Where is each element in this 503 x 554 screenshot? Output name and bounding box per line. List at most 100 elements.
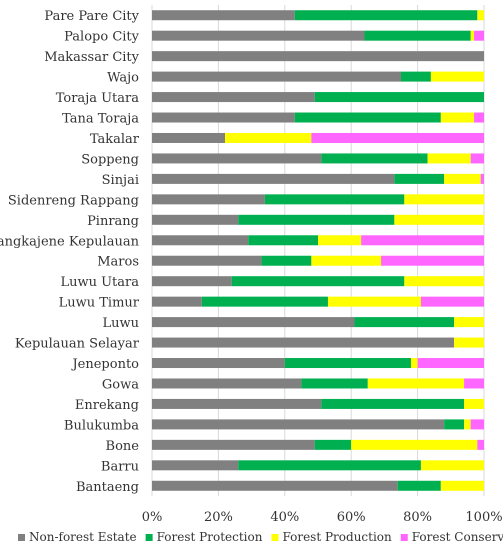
category-label: Luwu Timur xyxy=(59,296,140,311)
bar-segment xyxy=(318,235,362,246)
category-label: Luwu Utara xyxy=(60,275,139,290)
category-label: Sinjai xyxy=(102,173,139,188)
bar-segment xyxy=(152,194,265,205)
bar-segment xyxy=(427,153,471,164)
category-label: Toraja Utara xyxy=(56,91,140,106)
bar-segment xyxy=(440,480,484,491)
bar-segment xyxy=(152,173,395,184)
bar-segment xyxy=(367,378,465,389)
category-label: Barru xyxy=(101,459,139,474)
bar-segment xyxy=(311,255,382,266)
bar-segment xyxy=(152,398,322,409)
bar-segment xyxy=(152,112,295,123)
bar-segment xyxy=(354,317,455,328)
bar-segment xyxy=(152,255,262,266)
category-label: Pangkajene Kepulauan xyxy=(0,234,140,249)
bar-segment xyxy=(294,10,478,21)
bar-segment xyxy=(404,194,484,205)
legend-label: Forest Conservation xyxy=(412,530,503,544)
category-label: Takalar xyxy=(90,132,140,147)
bar-segment xyxy=(152,480,398,491)
category-label: Maros xyxy=(97,255,139,270)
legend-label: Forest Protection xyxy=(157,530,263,544)
category-label: Soppeng xyxy=(81,152,139,167)
bar-segment xyxy=(311,132,484,143)
bar-segment xyxy=(152,337,455,348)
bar-segment xyxy=(470,153,484,164)
category-label: Enrekang xyxy=(75,398,139,413)
bar-segment xyxy=(201,296,328,307)
bar-segment xyxy=(152,439,315,450)
category-label: Sidenreng Rappang xyxy=(8,193,139,208)
category-label: Kepulauan Selayar xyxy=(15,337,140,352)
bar-segment xyxy=(238,460,421,471)
bar-segment xyxy=(404,276,484,287)
bar-segment xyxy=(327,296,421,307)
bar-segment xyxy=(397,480,441,491)
bar-segment xyxy=(440,112,475,123)
bar-segment xyxy=(474,112,484,123)
bar-segment xyxy=(152,419,445,430)
x-tick-label: 0% xyxy=(142,510,163,525)
category-label: Bulukumba xyxy=(64,418,139,433)
bar-segment xyxy=(152,460,239,471)
bar-segment xyxy=(430,71,484,82)
bar-segment xyxy=(417,358,484,369)
legend-swatch xyxy=(145,534,153,541)
bar-segment xyxy=(351,439,478,450)
category-label: Pare Pare City xyxy=(44,9,139,24)
category-label: Luwu xyxy=(102,316,139,331)
bar-segment xyxy=(152,235,249,246)
bar-segment xyxy=(152,296,202,307)
bar-segment xyxy=(152,132,226,143)
bar-segment xyxy=(152,276,232,287)
bar-segment xyxy=(470,30,475,41)
bar-segment xyxy=(444,173,481,184)
category-label: Palopo City xyxy=(64,30,140,45)
bar-segment xyxy=(152,214,239,225)
bar-segment xyxy=(321,153,428,164)
category-label: Gowa xyxy=(102,377,139,392)
category-label: Bantaeng xyxy=(76,480,139,495)
bar-segment xyxy=(381,255,484,266)
bar-segment xyxy=(152,378,302,389)
category-label: Pinrang xyxy=(87,214,139,229)
category-label: Wajo xyxy=(107,71,139,86)
bar-segment xyxy=(444,419,465,430)
legend-swatch xyxy=(18,534,25,541)
bar-segment xyxy=(464,398,484,409)
x-tick-label: 60% xyxy=(337,510,366,525)
bar-segment xyxy=(152,30,365,41)
bar-segment xyxy=(314,92,484,103)
bar-segment xyxy=(464,378,484,389)
bar-segment xyxy=(410,358,418,369)
bar-segment xyxy=(248,235,318,246)
bar-segment xyxy=(261,255,312,266)
bar-segment xyxy=(477,10,484,21)
bar-segment xyxy=(474,30,484,41)
bar-segment xyxy=(301,378,368,389)
bar-segment xyxy=(401,71,431,82)
bar-segment xyxy=(394,214,484,225)
legend-label: Forest Production xyxy=(282,530,392,544)
bar-segment xyxy=(321,398,465,409)
bar-segment xyxy=(231,276,405,287)
bar-segment xyxy=(394,173,445,184)
bar-segment xyxy=(480,173,484,184)
bar-segment xyxy=(454,317,484,328)
bar-segment xyxy=(464,419,471,430)
bar-segment xyxy=(470,419,484,430)
legend-label: Non-forest Estate xyxy=(29,530,137,544)
bar-segment xyxy=(152,92,315,103)
x-tick-label: 80% xyxy=(403,510,432,525)
bar-segment xyxy=(454,337,484,348)
x-tick-label: 40% xyxy=(270,510,299,525)
bar-segment xyxy=(420,296,484,307)
bar-segment xyxy=(420,460,484,471)
bar-segment xyxy=(152,51,484,62)
bar-segment xyxy=(364,30,471,41)
legend-swatch xyxy=(271,534,279,541)
bar-segment xyxy=(284,358,411,369)
